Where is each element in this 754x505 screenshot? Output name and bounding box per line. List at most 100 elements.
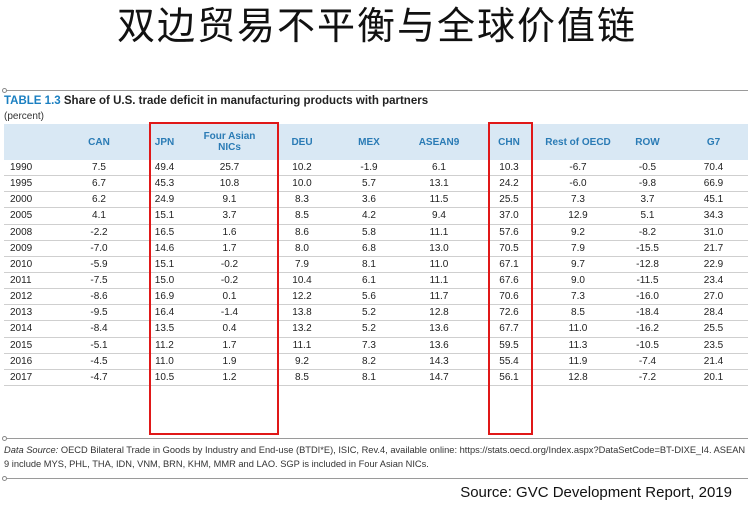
value-cell: -11.5 bbox=[616, 272, 679, 290]
value-cell: 21.4 bbox=[679, 353, 748, 370]
value-cell: -9.8 bbox=[616, 175, 679, 193]
value-cell: 11.1 bbox=[400, 272, 478, 290]
value-cell: 11.5 bbox=[400, 191, 478, 209]
value-cell: 10.4 bbox=[266, 272, 338, 290]
table-row: 2009 -7.0 14.6 1.7 8.0 6.8 13.0 70.5 7.9 -15.5 21.… bbox=[4, 240, 748, 257]
value-cell: -10.5 bbox=[616, 337, 679, 354]
table-row: 2011 -7.5 15.0 -0.2 10.4 6.1 11.1 67.6 9.0 -11.5 2… bbox=[4, 272, 748, 290]
value-cell: 8.0 bbox=[266, 240, 338, 257]
table-row: 2014 -8.4 13.5 0.4 13.2 5.2 13.6 67.7 11.0 -16.2 2… bbox=[4, 320, 748, 338]
value-cell: -12.8 bbox=[616, 256, 679, 273]
value-cell: 9.7 bbox=[540, 256, 616, 273]
data-source-label: Data Source: bbox=[4, 445, 59, 455]
value-cell: 21.7 bbox=[679, 240, 748, 257]
value-cell: 11.1 bbox=[400, 224, 478, 241]
value-cell: 70.5 bbox=[478, 240, 540, 257]
table-row: 2013 -9.5 16.4 -1.4 13.8 5.2 12.8 72.6 8.5 -18.4 2… bbox=[4, 304, 748, 322]
bottom-rule-dot bbox=[2, 476, 7, 481]
value-cell: 5.2 bbox=[338, 304, 400, 322]
table-row: 2008 -2.2 16.5 1.6 8.6 5.8 11.1 57.6 9.2 -8.2 31.0 bbox=[4, 224, 748, 241]
value-cell: 1.7 bbox=[193, 240, 266, 257]
value-cell: 1.9 bbox=[193, 353, 266, 370]
value-cell: 72.6 bbox=[478, 304, 540, 322]
year-cell: 2009 bbox=[4, 240, 62, 257]
value-cell: 66.9 bbox=[679, 175, 748, 193]
value-cell: 9.2 bbox=[540, 224, 616, 241]
value-cell: 9.4 bbox=[400, 207, 478, 225]
value-cell: 5.7 bbox=[338, 175, 400, 193]
slide-title: 双边贸易不平衡与全球价值链 bbox=[116, 4, 637, 48]
value-cell: 13.1 bbox=[400, 175, 478, 193]
value-cell: -0.5 bbox=[616, 160, 679, 177]
value-cell: 70.6 bbox=[478, 288, 540, 306]
value-cell: 11.7 bbox=[400, 288, 478, 306]
value-cell: 23.4 bbox=[679, 272, 748, 290]
value-cell: 25.7 bbox=[193, 160, 266, 177]
value-cell: 4.2 bbox=[338, 207, 400, 225]
year-cell: 2008 bbox=[4, 224, 62, 241]
data-table: CAN JPN Four Asian NICs DEU MEX ASEAN9 CHN Rest… bbox=[4, 124, 748, 386]
data-source-text: OECD Bilateral Trade in Goods by Industr… bbox=[4, 445, 746, 469]
value-cell: -8.6 bbox=[62, 288, 136, 306]
value-cell: 12.9 bbox=[540, 207, 616, 225]
table-row: 2015 -5.1 11.2 1.7 11.1 7.3 13.6 59.5 11.3 -10.5 2… bbox=[4, 337, 748, 354]
value-cell: -4.7 bbox=[62, 369, 136, 386]
value-cell: 3.7 bbox=[193, 207, 266, 225]
year-cell: 2015 bbox=[4, 337, 62, 354]
bottom-rule bbox=[4, 478, 748, 479]
year-cell: 1990 bbox=[4, 160, 62, 177]
column-header: Rest of OECD bbox=[540, 124, 616, 160]
data-source-note: Data Source: OECD Bilateral Trade in Goo… bbox=[4, 443, 748, 471]
table-body: 1990 7.5 49.4 25.7 10.2 -1.9 6.1 10.3 -6.7 -0.5 70… bbox=[4, 160, 748, 386]
value-cell: 11.0 bbox=[540, 320, 616, 338]
value-cell: 11.3 bbox=[540, 337, 616, 354]
value-cell: 10.8 bbox=[193, 175, 266, 193]
value-cell: 67.1 bbox=[478, 256, 540, 273]
value-cell: 6.1 bbox=[400, 160, 478, 177]
value-cell: -1.4 bbox=[193, 304, 266, 322]
value-cell: 0.1 bbox=[193, 288, 266, 306]
value-cell: -1.9 bbox=[338, 160, 400, 177]
value-cell: 8.5 bbox=[266, 369, 338, 386]
column-header: Four Asian NICs bbox=[193, 124, 266, 160]
value-cell: 10.2 bbox=[266, 160, 338, 177]
column-header: ASEAN9 bbox=[400, 124, 478, 160]
highlight-box-chn bbox=[488, 122, 533, 435]
value-cell: 8.2 bbox=[338, 353, 400, 370]
value-cell: 67.6 bbox=[478, 272, 540, 290]
value-cell: 13.6 bbox=[400, 320, 478, 338]
value-cell: -7.0 bbox=[62, 240, 136, 257]
value-cell: -6.7 bbox=[540, 160, 616, 177]
value-cell: 10.0 bbox=[266, 175, 338, 193]
year-cell: 2014 bbox=[4, 320, 62, 338]
value-cell: 31.0 bbox=[679, 224, 748, 241]
value-cell: 8.5 bbox=[266, 207, 338, 225]
value-cell: 6.2 bbox=[62, 191, 136, 209]
table-caption: TABLE 1.3 Share of U.S. trade deficit in… bbox=[4, 95, 428, 107]
value-cell: 7.9 bbox=[266, 256, 338, 273]
table-title: Share of U.S. trade deficit in manufactu… bbox=[63, 95, 429, 107]
value-cell: 25.5 bbox=[478, 191, 540, 209]
top-rule bbox=[4, 90, 748, 91]
value-cell: 8.1 bbox=[338, 256, 400, 273]
column-header: CAN bbox=[62, 124, 136, 160]
value-cell: 57.6 bbox=[478, 224, 540, 241]
value-cell: -16.2 bbox=[616, 320, 679, 338]
value-cell: 1.2 bbox=[193, 369, 266, 386]
value-cell: -2.2 bbox=[62, 224, 136, 241]
column-header: G7 bbox=[679, 124, 748, 160]
mid-rule bbox=[4, 438, 748, 439]
value-cell: 5.8 bbox=[338, 224, 400, 241]
value-cell: -7.2 bbox=[616, 369, 679, 386]
table-header-row: CAN JPN Four Asian NICs DEU MEX ASEAN9 CHN Rest… bbox=[4, 124, 748, 160]
top-rule-dot bbox=[2, 88, 7, 93]
value-cell: 7.3 bbox=[338, 337, 400, 354]
table-row: 2016 -4.5 11.0 1.9 9.2 8.2 14.3 55.4 11.9 -7.4 21.… bbox=[4, 353, 748, 370]
table-row: 2017 -4.7 10.5 1.2 8.5 8.1 14.7 56.1 12.8 -7.2 20.… bbox=[4, 369, 748, 386]
year-cell: 2013 bbox=[4, 304, 62, 322]
value-cell: -0.2 bbox=[193, 256, 266, 273]
table-row: 1990 7.5 49.4 25.7 10.2 -1.9 6.1 10.3 -6.7 -0.5 70… bbox=[4, 160, 748, 177]
value-cell: 6.1 bbox=[338, 272, 400, 290]
value-cell: 0.4 bbox=[193, 320, 266, 338]
column-header: JPN bbox=[136, 124, 193, 160]
